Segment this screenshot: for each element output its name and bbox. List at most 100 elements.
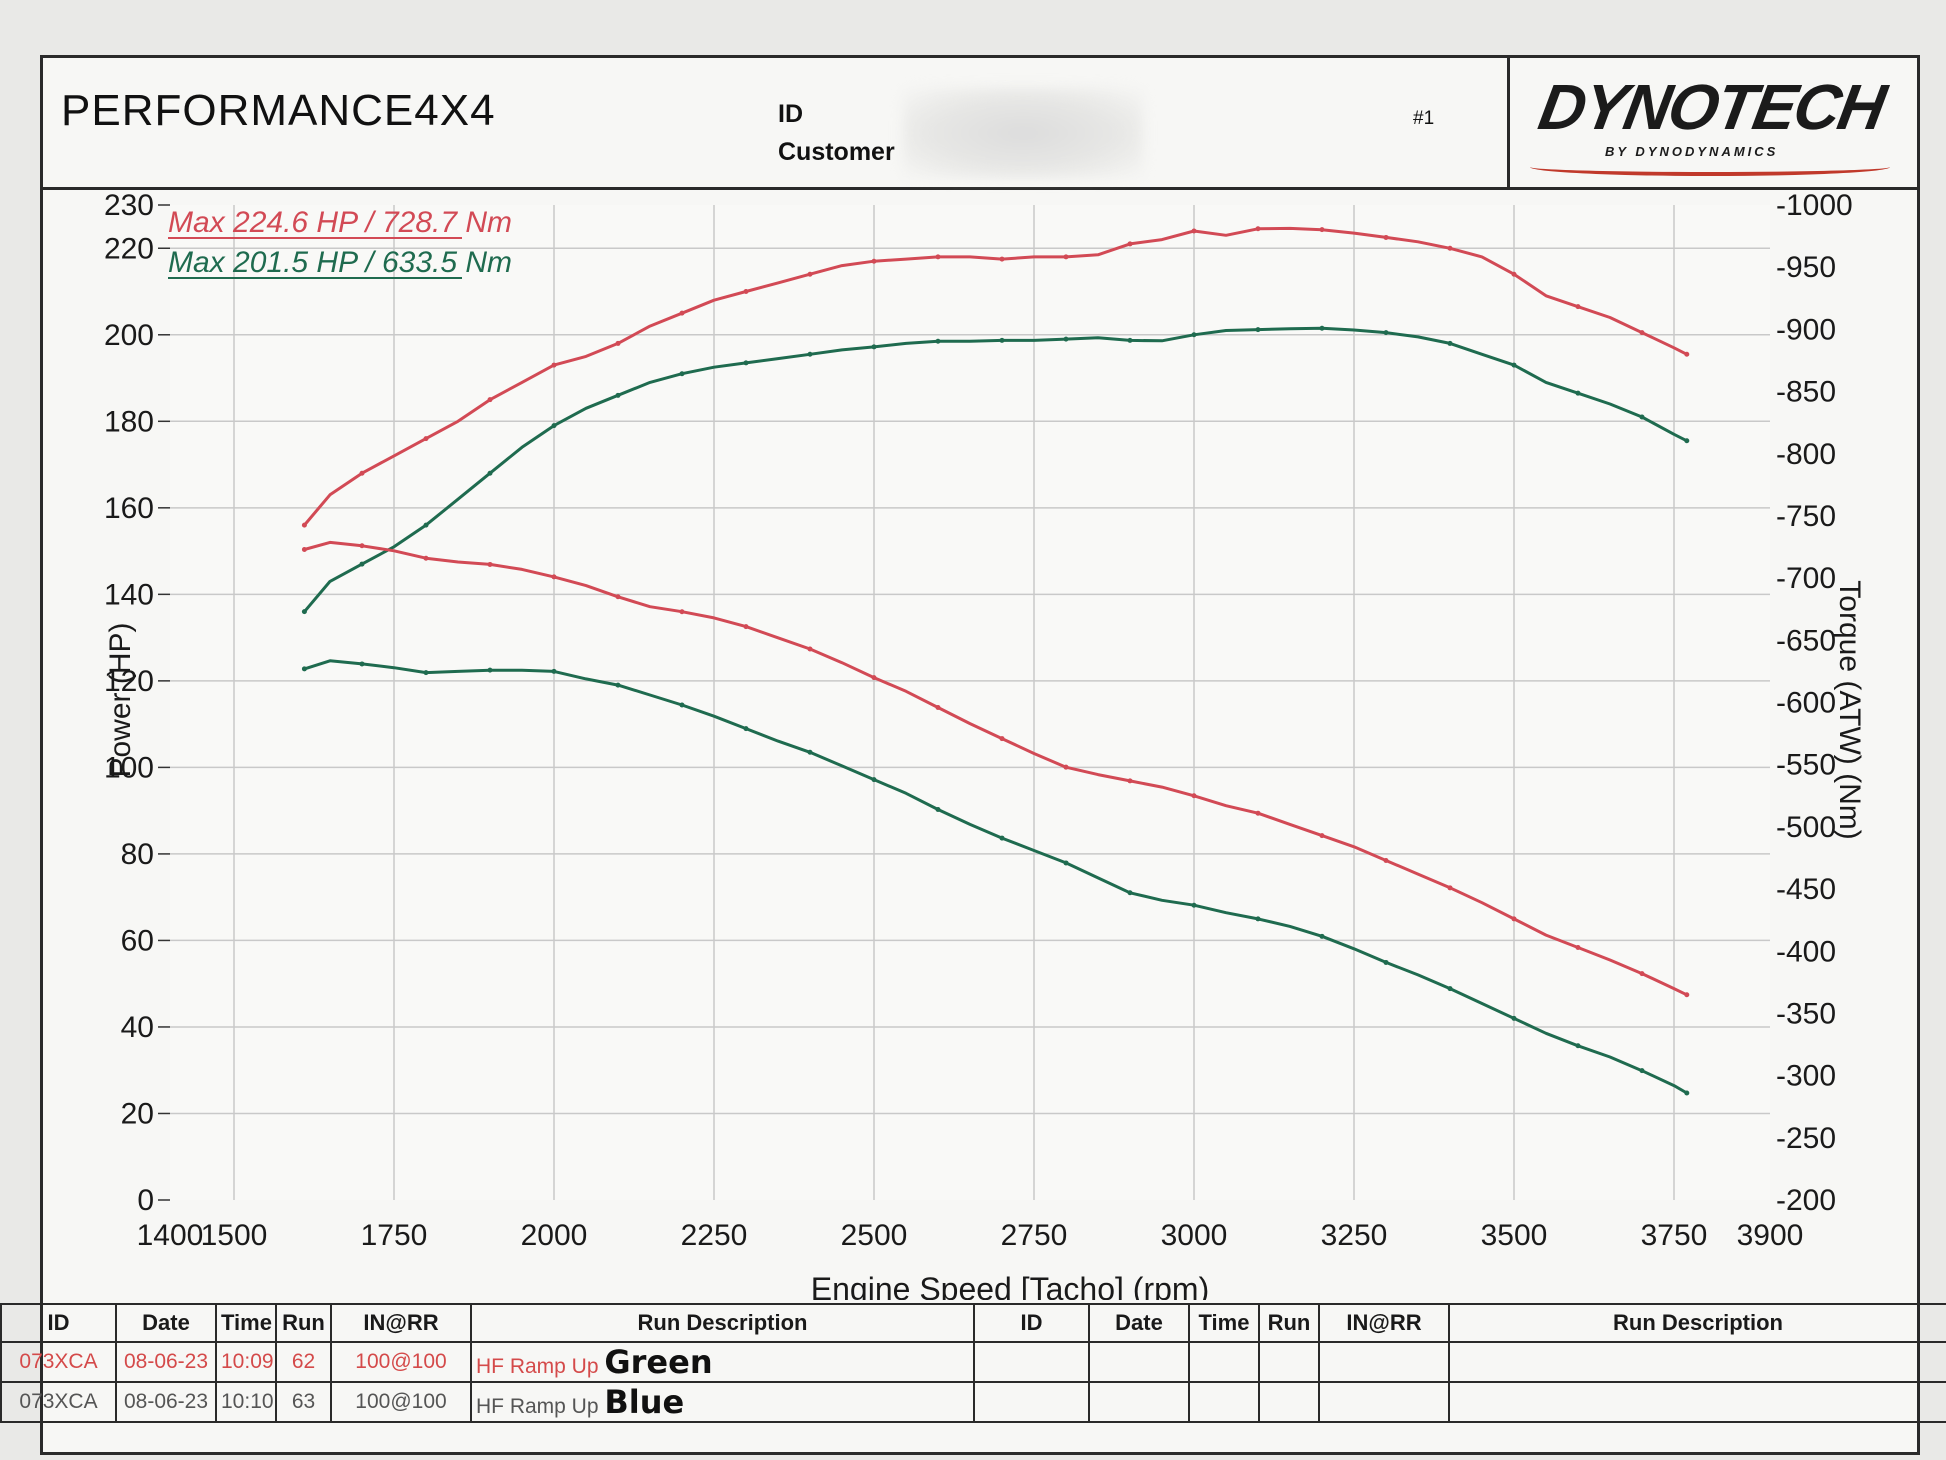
empty-cell: [1088, 1381, 1190, 1423]
green-torque-point: [1447, 986, 1453, 992]
y-left-axis-label: Power (HP): [104, 622, 137, 777]
green-power-point: [1511, 362, 1517, 368]
x-tick-label: 1500: [201, 1219, 268, 1252]
red-power-point: [1127, 241, 1133, 247]
red-torque-point: [301, 547, 307, 553]
y-right-tick-label: -300: [1776, 1060, 1836, 1093]
row-date: 08-06-23: [115, 1341, 217, 1383]
y-left-tick-label: 230: [104, 189, 154, 222]
x-tick-label: 2250: [681, 1219, 748, 1252]
x-tick-label: 3000: [1161, 1219, 1228, 1252]
green-torque-point: [999, 835, 1005, 841]
row-date: 08-06-23: [115, 1381, 217, 1423]
red-power-point: [807, 271, 813, 277]
green-power-point: [423, 522, 429, 528]
green-torque-point: [301, 666, 307, 672]
dynotech-logo: DYNOTECH BY DYNODYNAMICS: [1507, 58, 1917, 187]
row-description-text: HF Ramp Up: [476, 1395, 599, 1418]
y-right-tick-label: -850: [1776, 376, 1836, 409]
red-torque-point: [1127, 778, 1133, 784]
y-left-tick-label: 80: [121, 838, 154, 871]
y-right-tick-label: -950: [1776, 251, 1836, 284]
green-power-point: [1319, 325, 1325, 331]
red-power-point: [999, 256, 1005, 262]
col-time: Time: [215, 1303, 277, 1343]
y-right-tick-label: -750: [1776, 500, 1836, 533]
green-torque-point: [423, 670, 429, 676]
col-id: ID: [0, 1303, 117, 1343]
green-power-point: [1575, 390, 1581, 396]
y-right-tick-label: -450: [1776, 873, 1836, 906]
green-power-point: [551, 423, 557, 429]
green-torque-point: [1127, 890, 1133, 896]
y-left-tick-label: 100: [104, 751, 154, 784]
red-power-point: [487, 397, 493, 403]
red-power-point: [1684, 351, 1690, 357]
green-torque-point: [807, 749, 813, 755]
green-power-point: [935, 338, 941, 344]
customer-label: Customer: [778, 138, 895, 166]
green-torque-point: [1639, 1068, 1645, 1074]
col-inrr: IN@RR: [330, 1303, 472, 1343]
y-left-tick-label: 60: [121, 924, 154, 957]
y-right-tick-label: -700: [1776, 562, 1836, 595]
red-power-point: [1639, 330, 1645, 336]
y-right-tick-label: -550: [1776, 749, 1836, 782]
row-description-text: HF Ramp Up: [476, 1355, 599, 1378]
green-power-point: [1127, 337, 1133, 343]
row-run: 62: [275, 1341, 332, 1383]
red-torque-point: [679, 609, 685, 615]
table-row: 073XCA 08-06-23 10:09 62 100@100 HF Ramp…: [0, 1341, 1946, 1383]
y-right-tick-label: -900: [1776, 313, 1836, 346]
green-power-point: [1684, 438, 1690, 444]
logo-swoosh-icon: [1530, 158, 1890, 176]
red-torque-point: [807, 646, 813, 652]
y-left-tick-label: 20: [121, 1097, 154, 1130]
x-tick-label: 2750: [1001, 1219, 1068, 1252]
red-torque-point: [487, 561, 493, 567]
plot-area: [170, 205, 1770, 1200]
y-left-tick-label: 0: [137, 1184, 154, 1217]
y-right-tick-label: -350: [1776, 997, 1836, 1030]
empty-cell: [1448, 1381, 1946, 1423]
green-torque-point: [487, 667, 493, 673]
green-torque-point: [871, 777, 877, 783]
green-power-point: [1191, 332, 1197, 338]
y-right-tick-label: -200: [1776, 1184, 1836, 1217]
empty-cell: [1258, 1341, 1320, 1383]
logo-subtitle: BY DYNODYNAMICS: [1605, 144, 1779, 159]
red-torque-point: [615, 594, 621, 600]
red-power-point: [935, 254, 941, 260]
red-power-point: [551, 362, 557, 368]
col-date-right: Date: [1088, 1303, 1190, 1343]
empty-cell: [973, 1381, 1090, 1423]
handwritten-note: Green: [604, 1343, 713, 1381]
x-tick-label: 3250: [1321, 1219, 1388, 1252]
row-run: 63: [275, 1381, 332, 1423]
y-right-tick-label: -600: [1776, 687, 1836, 720]
green-power-point: [743, 360, 749, 366]
empty-cell: [1318, 1341, 1450, 1383]
x-tick-label: 2500: [841, 1219, 908, 1252]
green-torque-point: [1383, 959, 1389, 965]
red-power-point: [1319, 227, 1325, 233]
empty-cell: [1188, 1381, 1260, 1423]
x-tick-label: 2000: [521, 1219, 588, 1252]
red-torque-point: [423, 555, 429, 561]
green-power-point: [1383, 330, 1389, 336]
green-power-point: [679, 371, 685, 377]
y-right-tick-label: -500: [1776, 811, 1836, 844]
red-torque-point: [551, 574, 557, 580]
red-torque-point: [1319, 833, 1325, 839]
y-left-tick-label: 140: [104, 578, 154, 611]
shop-title: PERFORMANCE4X4: [61, 86, 496, 135]
green-torque-point: [1684, 1090, 1690, 1096]
red-torque-point: [359, 543, 365, 549]
y-right-tick-label: -1000: [1776, 189, 1853, 222]
red-power-point: [615, 340, 621, 346]
green-power-point: [1063, 336, 1069, 342]
red-torque-point: [1191, 793, 1197, 799]
red-torque-point: [743, 624, 749, 630]
x-tick-label: 3750: [1641, 1219, 1708, 1252]
col-run: Run: [275, 1303, 332, 1343]
